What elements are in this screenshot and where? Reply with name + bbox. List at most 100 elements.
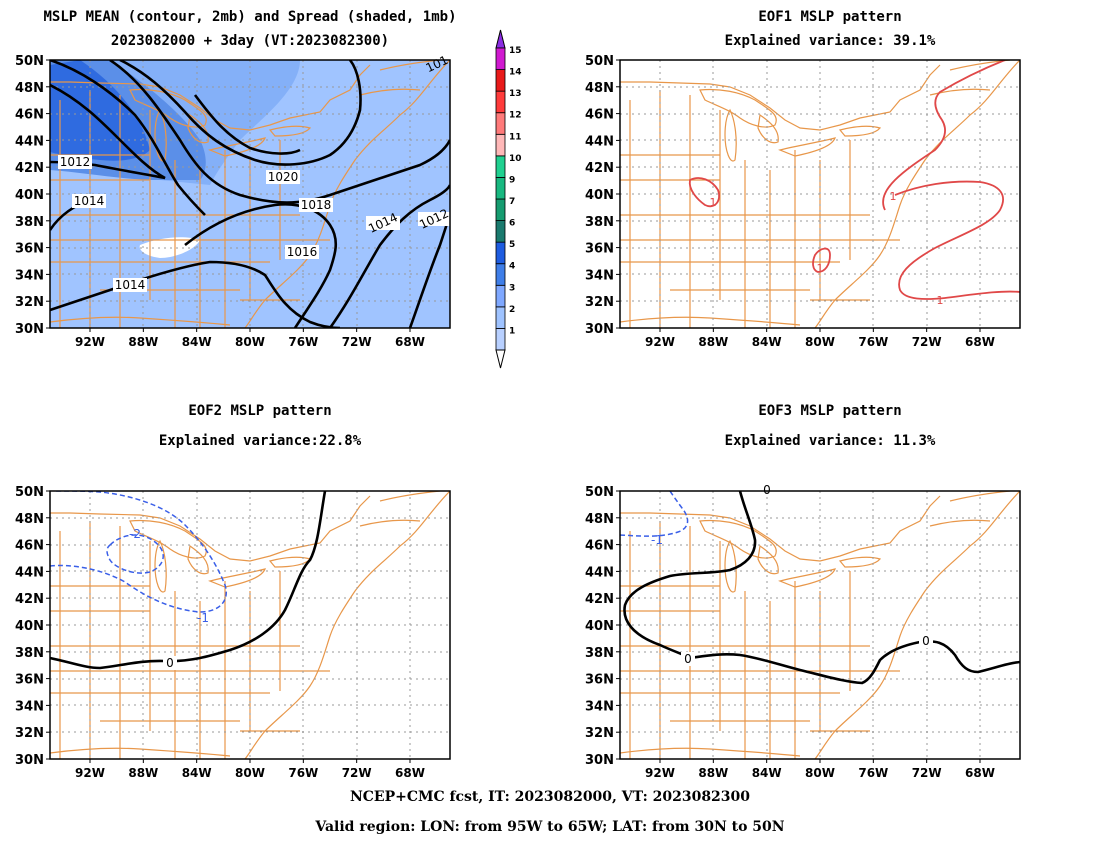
eof3-contour-neg1 [620,491,689,537]
eof2-contour-neg2 [106,534,164,574]
lat-tick-label: 38N [15,215,44,230]
lat-tick-label: 36N [15,242,44,257]
lon-tick-label: 76W [288,335,318,349]
lat-tick-label: 50N [585,485,614,500]
eof1-lat-labels: 30N 32N 34N 36N 38N 40N 42N 44N 46N 48N 50N [585,54,620,337]
lon-tick-label: 68W [395,335,425,349]
lon-tick-label: 88W [128,335,158,349]
eof3-title-line1: EOF3 MSLP pattern [758,403,902,419]
contour-1016-south [184,203,338,328]
lat-tick-label: 46N [15,108,44,123]
colorbar-label: 2 [509,305,515,315]
contour-label: 0 [166,656,174,670]
lat-tick-label: 32N [15,726,44,741]
lat-tick-label: 34N [585,268,614,283]
colorbar-swatch [495,112,506,135]
contour-label: 1020 [268,170,299,184]
colorbar-label: 6 [509,219,515,229]
lat-tick-label: 44N [585,134,614,149]
lon-tick-label: 72W [912,335,942,349]
eof1-contour-carolina [812,247,831,273]
colorbar-swatch [495,263,506,286]
lat-tick-label: 40N [15,619,44,634]
eof1-title-line2: Explained variance: 39.1% [724,33,936,49]
eof2-title-line2: Explained variance:22.8% [158,433,362,449]
lon-tick-label: 80W [805,335,835,349]
lat-tick-label: 46N [585,108,614,123]
colorbar-swatch [495,198,506,221]
eof2-contour-labels: -2 -1 0 [129,527,209,670]
lon-tick-label: 76W [288,766,318,780]
lon-tick-label: 72W [912,766,942,780]
colorbar-swatch [495,155,506,178]
lat-tick-label: 42N [585,161,614,176]
lon-tick-label: 92W [645,766,675,780]
colorbar-label: 15 [509,46,522,56]
contour-label: 0 [922,634,930,648]
lat-tick-label: 48N [585,81,614,96]
lon-tick-label: 92W [75,335,105,349]
lon-tick-label: 88W [128,766,158,780]
eof2-lon-labels: 92W 88W 84W 80W 76W 72W 68W [75,759,425,780]
lon-tick-label: 68W [395,766,425,780]
eof3-title-line2: Explained variance: 11.3% [724,433,936,449]
lat-tick-label: 32N [15,295,44,310]
lat-tick-label: 32N [585,726,614,741]
colorbar-swatch [495,47,506,70]
colorbar-label: 9 [509,175,515,185]
lat-tick-label: 40N [585,188,614,203]
contour-label: 1 [710,196,717,209]
lon-tick-label: 84W [752,766,782,780]
lat-tick-label: 30N [585,322,614,337]
lon-tick-label: 68W [965,335,995,349]
eof2-contour-neg1 [50,491,227,613]
spread-level-5 [50,60,150,161]
lon-tick-label: 80W [235,766,265,780]
colorbar-label: 7 [509,197,515,207]
contour-label: 1 [937,294,944,307]
lat-tick-label: 50N [15,54,44,69]
lat-tick-label: 38N [585,646,614,661]
contour-label: 1 [817,262,824,275]
colorbar-label: 13 [509,89,522,99]
lat-tick-label: 40N [585,619,614,634]
contour-1018 [119,60,362,166]
lake-huron [187,113,209,144]
lon-tick-label: 76W [858,335,888,349]
lat-tick-label: 38N [585,215,614,230]
contour-label: 1 [890,190,897,203]
contour-label: 0 [684,652,692,666]
lon-tick-label: 84W [182,766,212,780]
mean-title-line1: MSLP MEAN (contour, 2mb) and Spread (sha… [43,9,457,25]
lon-tick-label: 68W [965,766,995,780]
lat-tick-label: 44N [15,134,44,149]
lat-tick-label: 36N [15,673,44,688]
mean-lon-labels: 92W 88W 84W 80W 76W 72W 68W [75,328,425,349]
lon-tick-label: 76W [858,766,888,780]
lat-tick-label: 42N [15,161,44,176]
contour-1020 [193,94,301,155]
colorbar-swatch [495,328,506,351]
lat-tick-label: 42N [15,592,44,607]
footer-forecast-info: NCEP+CMC fcst, IT: 2023082000, VT: 20230… [349,789,751,805]
contour-label: -2 [129,527,141,541]
eof1-contours [688,60,1020,300]
colorbar-swatch [495,133,506,157]
contour-label: 0 [763,483,771,497]
eof1-contour-labels: 1 1 1 1 [710,190,944,307]
eof2-gridlines [50,491,450,759]
colorbar-swatch [495,177,506,200]
eof2-contour-zero [50,491,327,670]
lon-tick-label: 72W [342,335,372,349]
eof2-lat-labels: 30N 32N 34N 36N 38N 40N 42N 44N 46N 48N 50N [15,485,50,768]
eof3-contour-zero-south [689,640,1020,685]
contour-label: -1 [197,611,209,625]
colorbar-label: 10 [509,154,522,164]
eof3-contour-zero-north [623,491,757,660]
lon-tick-label: 80W [805,766,835,780]
lat-tick-label: 50N [15,485,44,500]
mean-panel: 1012 1014 1020 1018 1016 1014 1012 1014 … [15,53,451,349]
canada-us-border [50,64,371,131]
contour-label: 1014 [74,194,105,208]
footer-valid-region: Valid region: LON: from 95W to 65W; LAT:… [315,819,785,835]
